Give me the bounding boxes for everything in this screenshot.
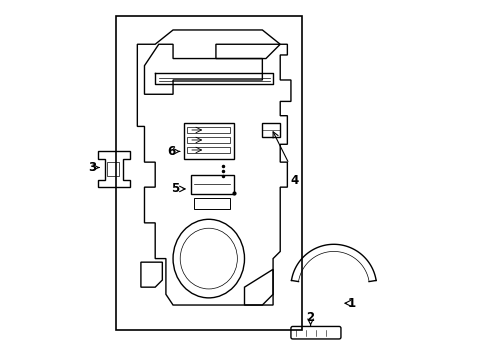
Bar <box>116 16 301 330</box>
Bar <box>187 137 230 143</box>
Bar <box>187 127 230 133</box>
Text: 5: 5 <box>170 183 179 195</box>
Bar <box>262 123 280 137</box>
Bar <box>194 198 230 208</box>
Text: 6: 6 <box>167 145 175 158</box>
Text: 1: 1 <box>347 297 355 310</box>
Text: 2: 2 <box>306 311 314 324</box>
Bar <box>187 147 230 153</box>
Bar <box>107 162 119 176</box>
Text: 4: 4 <box>290 174 298 186</box>
Text: 3: 3 <box>88 161 97 174</box>
Bar <box>183 123 233 158</box>
Bar <box>190 175 233 194</box>
